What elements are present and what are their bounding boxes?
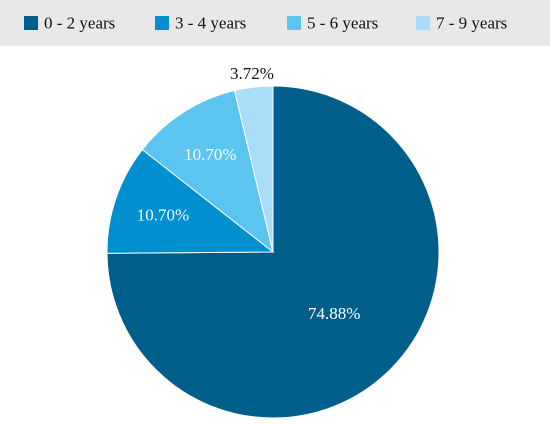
legend-label: 0 - 2 years: [44, 14, 115, 33]
legend-item-7-9-years: 7 - 9 years: [416, 14, 507, 33]
legend-background: [0, 0, 550, 46]
slice-value-label-7-9-years: 3.72%: [230, 64, 274, 83]
pie-slices: [106, 85, 440, 419]
legend-label: 7 - 9 years: [436, 14, 507, 33]
pie-slice-0-2-years: [106, 85, 440, 419]
slice-value-label-0-2-years: 74.88%: [308, 304, 360, 323]
slice-value-label-3-4-years: 10.70%: [137, 205, 189, 224]
legend-swatch: [155, 16, 169, 30]
pie-slice-7-9-years: [233, 85, 274, 253]
legend-item-3-4-years: 3 - 4 years: [155, 14, 246, 33]
pie-value-labels: 74.88% 10.70% 10.70% 3.72%: [137, 64, 361, 323]
slice-value-label-5-6-years: 10.70%: [184, 145, 236, 164]
legend-item-5-6-years: 5 - 6 years: [287, 14, 378, 33]
legend: 0 - 2 years 3 - 4 years 5 - 6 years 7 - 9 y…: [24, 14, 507, 33]
legend-label: 3 - 4 years: [175, 14, 246, 33]
legend-swatch: [24, 16, 38, 30]
pie-slice-3-4-years: [106, 148, 275, 254]
legend-swatch: [416, 16, 430, 30]
legend-item-0-2-years: 0 - 2 years: [24, 14, 115, 33]
legend-label: 5 - 6 years: [307, 14, 378, 33]
pie-slice-5-6-years: [141, 89, 274, 254]
legend-swatch: [287, 16, 301, 30]
